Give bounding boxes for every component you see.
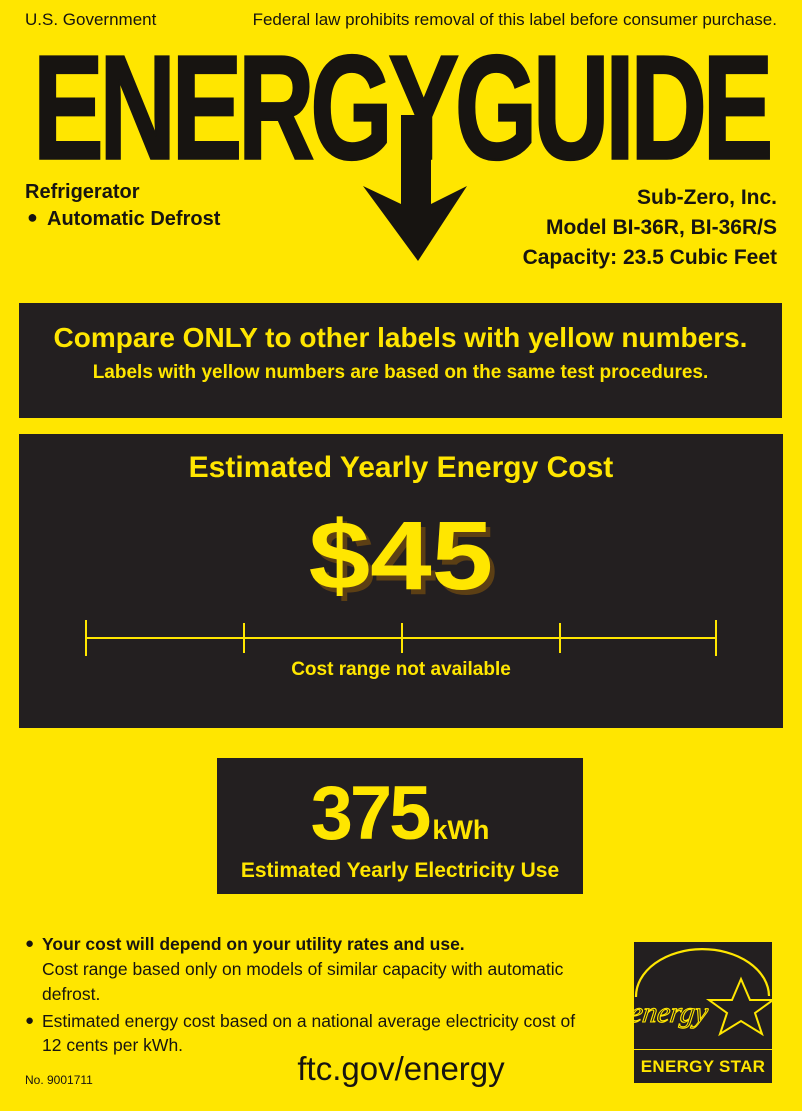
svg-text:energy: energy	[634, 997, 710, 1029]
